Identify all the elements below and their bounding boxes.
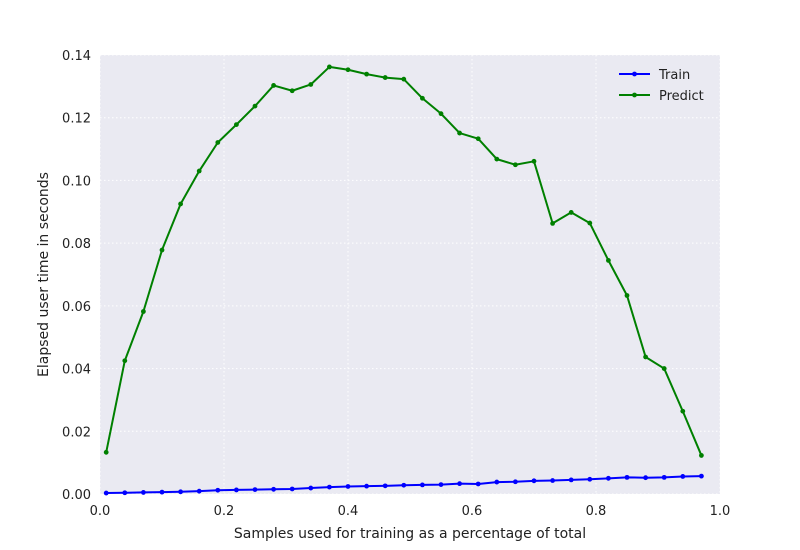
data-point [606, 475, 611, 481]
data-point [234, 487, 239, 493]
y-tick-label: 0.14 [62, 49, 91, 64]
series-train [103, 473, 704, 496]
data-point [661, 366, 667, 371]
data-point [178, 201, 184, 207]
data-point [327, 484, 332, 490]
data-point [345, 67, 351, 73]
y-tick-label: 0.10 [62, 174, 91, 189]
data-point [550, 478, 555, 483]
data-point [345, 484, 351, 489]
data-point [475, 481, 481, 487]
data-point [699, 453, 704, 458]
data-point [568, 477, 574, 483]
x-tick-label: 0.0 [90, 504, 111, 519]
x-tick-label: 0.6 [462, 504, 483, 519]
y-axis-label: Elapsed user time in seconds [36, 172, 52, 377]
data-point [587, 476, 593, 482]
data-point [122, 490, 128, 496]
legend-swatch-marker [632, 71, 637, 77]
data-point [661, 474, 667, 480]
data-point [103, 449, 109, 455]
data-point [401, 482, 407, 488]
legend-swatch-marker [632, 92, 637, 98]
data-point [252, 487, 258, 493]
data-point [643, 475, 648, 481]
data-point [271, 83, 276, 88]
series-layer [103, 64, 704, 496]
data-point [513, 479, 518, 485]
data-point [159, 489, 165, 495]
data-point [568, 210, 574, 215]
data-point [420, 482, 425, 488]
data-point [327, 64, 332, 70]
data-point [178, 489, 184, 495]
data-point [141, 309, 146, 314]
data-point [475, 136, 481, 142]
data-point [494, 479, 500, 485]
x-axis-label: Samples used for training as a percentag… [234, 526, 586, 542]
data-point [364, 71, 369, 77]
data-point [159, 247, 165, 253]
data-point [457, 481, 462, 487]
legend-item-predict: Predict [619, 89, 704, 104]
data-point [141, 490, 146, 495]
data-point [531, 158, 537, 164]
data-point [215, 487, 221, 493]
data-point [680, 474, 686, 479]
data-point [438, 111, 444, 117]
y-tick-label: 0.12 [62, 112, 91, 127]
data-point [699, 473, 704, 479]
y-tick-label: 0.08 [62, 237, 91, 252]
data-point [234, 122, 239, 128]
ticks: 0.0 0.2 0.4 0.6 0.8 1.0 0.00 0.02 0.04 0.06 0.08 0.… [62, 49, 730, 519]
legend-item-train: Train [619, 68, 690, 83]
data-point [401, 76, 407, 82]
x-tick-label: 0.2 [214, 504, 235, 519]
data-point [122, 358, 128, 364]
grid [99, 54, 721, 495]
x-tick-label: 0.4 [338, 504, 359, 519]
data-point [624, 474, 630, 480]
data-point [624, 293, 630, 298]
y-tick-label: 0.04 [62, 363, 91, 378]
data-point [308, 485, 314, 491]
data-point [550, 220, 555, 226]
data-point [271, 486, 276, 492]
data-point [289, 486, 295, 492]
y-tick-label: 0.00 [62, 488, 91, 503]
data-point [587, 220, 593, 226]
data-point [531, 478, 537, 484]
y-tick-label: 0.02 [62, 425, 91, 440]
x-tick-label: 1.0 [710, 504, 731, 519]
data-point [215, 140, 221, 145]
data-point [420, 95, 425, 101]
data-point [196, 488, 202, 494]
data-point [103, 490, 109, 496]
data-point [494, 156, 500, 162]
data-point [606, 257, 611, 263]
data-point [364, 483, 369, 489]
data-point [382, 75, 388, 80]
legend-label: Train [658, 68, 690, 83]
data-point [513, 162, 518, 168]
data-point [457, 130, 462, 136]
plot-area [100, 55, 720, 494]
legend-label: Predict [659, 89, 704, 104]
data-point [252, 103, 258, 109]
data-point [382, 483, 388, 489]
data-point [680, 408, 686, 414]
data-point [438, 482, 444, 487]
y-tick-label: 0.06 [62, 300, 91, 315]
data-point [308, 82, 314, 87]
data-point [289, 88, 295, 94]
series-predict [103, 64, 704, 458]
data-point [643, 354, 648, 360]
x-tick-label: 0.8 [586, 504, 607, 519]
legend: Train Predict [619, 68, 704, 104]
data-point [196, 168, 202, 174]
